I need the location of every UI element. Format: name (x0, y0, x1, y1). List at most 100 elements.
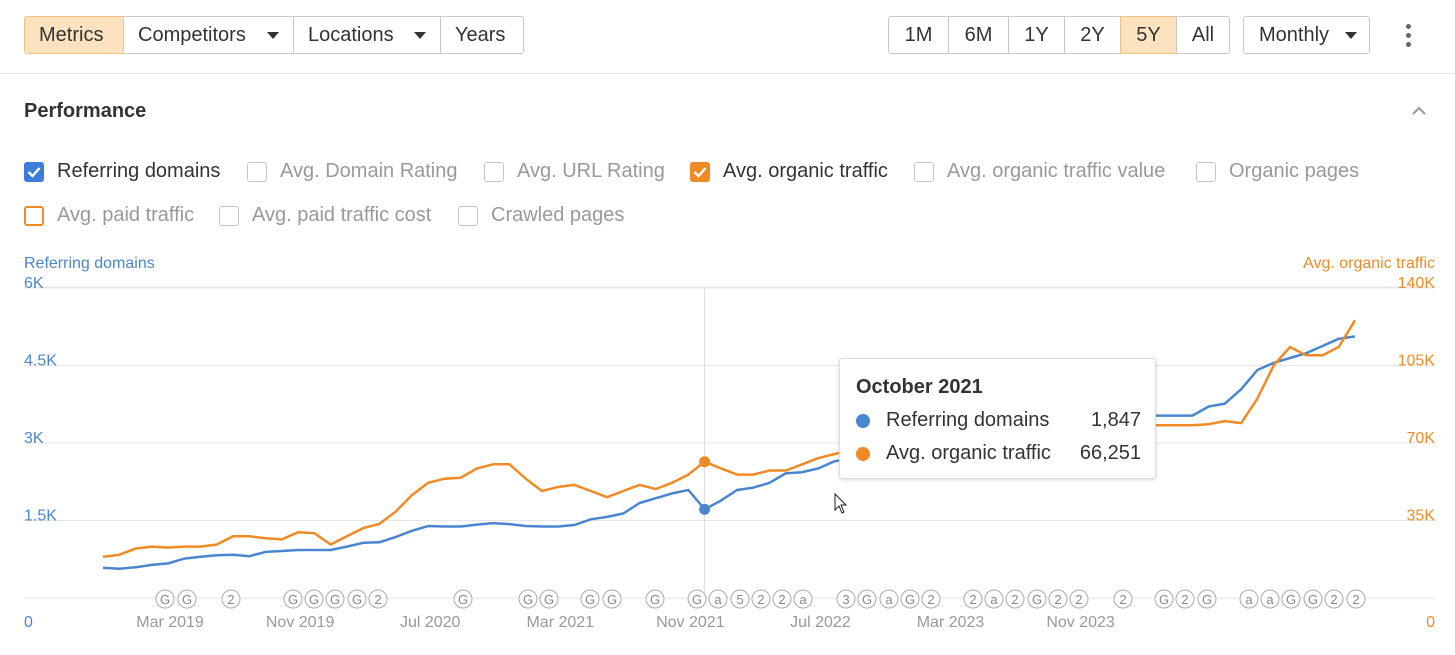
annotation-marker: a (1239, 589, 1259, 609)
annotation-marker: G (1303, 589, 1323, 609)
checkbox-avg-url-rating[interactable]: Avg. URL Rating (484, 160, 665, 183)
checkbox-icon (914, 161, 934, 182)
checkbox-avg-domain-rating[interactable]: Avg. Domain Rating (247, 160, 458, 183)
blue-dot-icon (856, 413, 870, 428)
tooltip-row-organic-traffic: Avg. organic traffic 66,251 (856, 442, 1141, 465)
right-tick-label: 0 (1426, 614, 1435, 631)
range-tab-group: 1M 6M 1Y 2Y 5Y All (888, 16, 1230, 54)
annotation-marker-label: G (330, 592, 340, 607)
annotation-marker-circle (1239, 589, 1259, 609)
tab-years[interactable]: Years (440, 16, 524, 54)
range-6m[interactable]: 6M (948, 16, 1009, 54)
annotation-marker-label: 3 (842, 592, 849, 607)
checkbox-label: Avg. organic traffic value (947, 160, 1166, 182)
right-tick-label: 35K (1407, 508, 1436, 525)
tab-competitors[interactable]: Competitors (123, 16, 294, 54)
annotation-marker-circle (857, 589, 877, 609)
annotation-marker: G (857, 589, 877, 609)
annotation-marker-circle (1281, 589, 1301, 609)
range-5y[interactable]: 5Y (1120, 16, 1177, 54)
checkbox-avg-organic-traffic[interactable]: Avg. organic traffic (690, 160, 888, 183)
range-all[interactable]: All (1176, 16, 1230, 54)
chevron-down-icon (414, 31, 426, 39)
x-tick-label: Mar 2023 (917, 614, 985, 631)
annotation-marker: G (539, 589, 559, 609)
annotation-marker-label: a (714, 592, 722, 607)
annotation-marker: 2 (1324, 589, 1344, 609)
annotation-marker: a (708, 589, 728, 609)
annotation-marker: 2 (1113, 589, 1133, 609)
checkbox-avg-paid-traffic[interactable]: Avg. paid traffic (24, 204, 194, 227)
annotation-marker: G (304, 589, 324, 609)
annotation-marker-label: G (160, 592, 170, 607)
annotation-marker-label: 2 (1075, 592, 1082, 607)
hover-point-referring-domains (699, 503, 711, 515)
tab-label: Competitors (138, 23, 246, 46)
annotation-marker-circle (879, 589, 899, 609)
annotation-marker-label: 2 (1352, 592, 1359, 607)
checkbox-label: Crawled pages (491, 204, 625, 226)
annotation-marker-label: G (523, 592, 533, 607)
right-tick-label: 70K (1407, 430, 1436, 447)
tooltip-row-label: Avg. organic traffic (886, 442, 1051, 464)
tooltip-row-value: 66,251 (1079, 442, 1141, 464)
annotation-marker-label: 2 (1181, 592, 1188, 607)
checkbox-crawled-pages[interactable]: Crawled pages (458, 204, 624, 227)
annotation-marker: G (687, 589, 707, 609)
annotation-marker: G (347, 589, 367, 609)
annotation-marker-circle (304, 589, 324, 609)
tab-locations[interactable]: Locations (293, 16, 441, 54)
annotation-marker: G (602, 589, 622, 609)
annotation-marker-label: G (182, 592, 192, 607)
annotation-marker: 2 (772, 589, 792, 609)
x-tick-label: Nov 2019 (266, 614, 335, 631)
annotation-marker-circle (1197, 589, 1217, 609)
tooltip-row-label: Referring domains (886, 409, 1050, 431)
checkbox-label: Referring domains (57, 160, 221, 182)
annotation-marker-circle (687, 589, 707, 609)
annotation-marker-circle (1048, 589, 1068, 609)
tab-metrics[interactable]: Metrics (24, 16, 124, 54)
annotation-marker: 5 (730, 589, 750, 609)
tooltip-title: October 2021 (856, 376, 983, 398)
toolbar: Metrics Competitors Locations Years 1M 6M 1Y 2… (0, 0, 1455, 74)
left-tick-label: 0 (24, 614, 33, 631)
checkmark-icon (24, 161, 44, 182)
checkbox-avg-organic-traffic-value[interactable]: Avg. organic traffic value (914, 160, 1165, 183)
annotation-marker-circle (1260, 589, 1280, 609)
range-2y[interactable]: 2Y (1064, 16, 1121, 54)
annotation-marker: 2 (1175, 589, 1195, 609)
checkbox-icon (24, 205, 44, 226)
annotation-marker-label: 2 (227, 592, 234, 607)
range-1m[interactable]: 1M (888, 16, 949, 54)
annotation-marker-label: G (1202, 592, 1212, 607)
chevron-up-icon[interactable] (1412, 104, 1426, 118)
chart-tooltip: October 2021 Referring domains 1,847 Avg… (839, 358, 1156, 479)
more-options-icon[interactable] (1402, 24, 1414, 48)
annotation-marker-label: G (1308, 592, 1318, 607)
annotation-marker-circle (1346, 589, 1366, 609)
annotation-marker: 2 (1048, 589, 1068, 609)
interval-label: Monthly (1259, 23, 1330, 46)
annotation-marker: 2 (368, 589, 388, 609)
chevron-down-icon (267, 31, 279, 39)
annotation-marker-label: G (585, 592, 595, 607)
annotation-marker-circle (772, 589, 792, 609)
annotation-marker-label: G (544, 592, 554, 607)
annotation-marker-circle (580, 589, 600, 609)
range-1y[interactable]: 1Y (1008, 16, 1065, 54)
annotation-marker-label: 2 (757, 592, 764, 607)
annotation-marker-circle (221, 589, 241, 609)
x-tick-label: Mar 2019 (136, 614, 204, 631)
checkbox-organic-pages[interactable]: Organic pages (1196, 160, 1359, 183)
annotation-marker: G (453, 589, 473, 609)
checkbox-referring-domains[interactable]: Referring domains (24, 160, 220, 183)
annotation-marker-circle (283, 589, 303, 609)
interval-dropdown[interactable]: Monthly (1243, 16, 1370, 54)
right-tick-label: 105K (1398, 353, 1436, 370)
annotation-marker-label: a (990, 592, 998, 607)
checkbox-icon (458, 205, 478, 226)
checkbox-avg-paid-traffic-cost[interactable]: Avg. paid traffic cost (219, 204, 431, 227)
annotation-marker-label: a (885, 592, 893, 607)
